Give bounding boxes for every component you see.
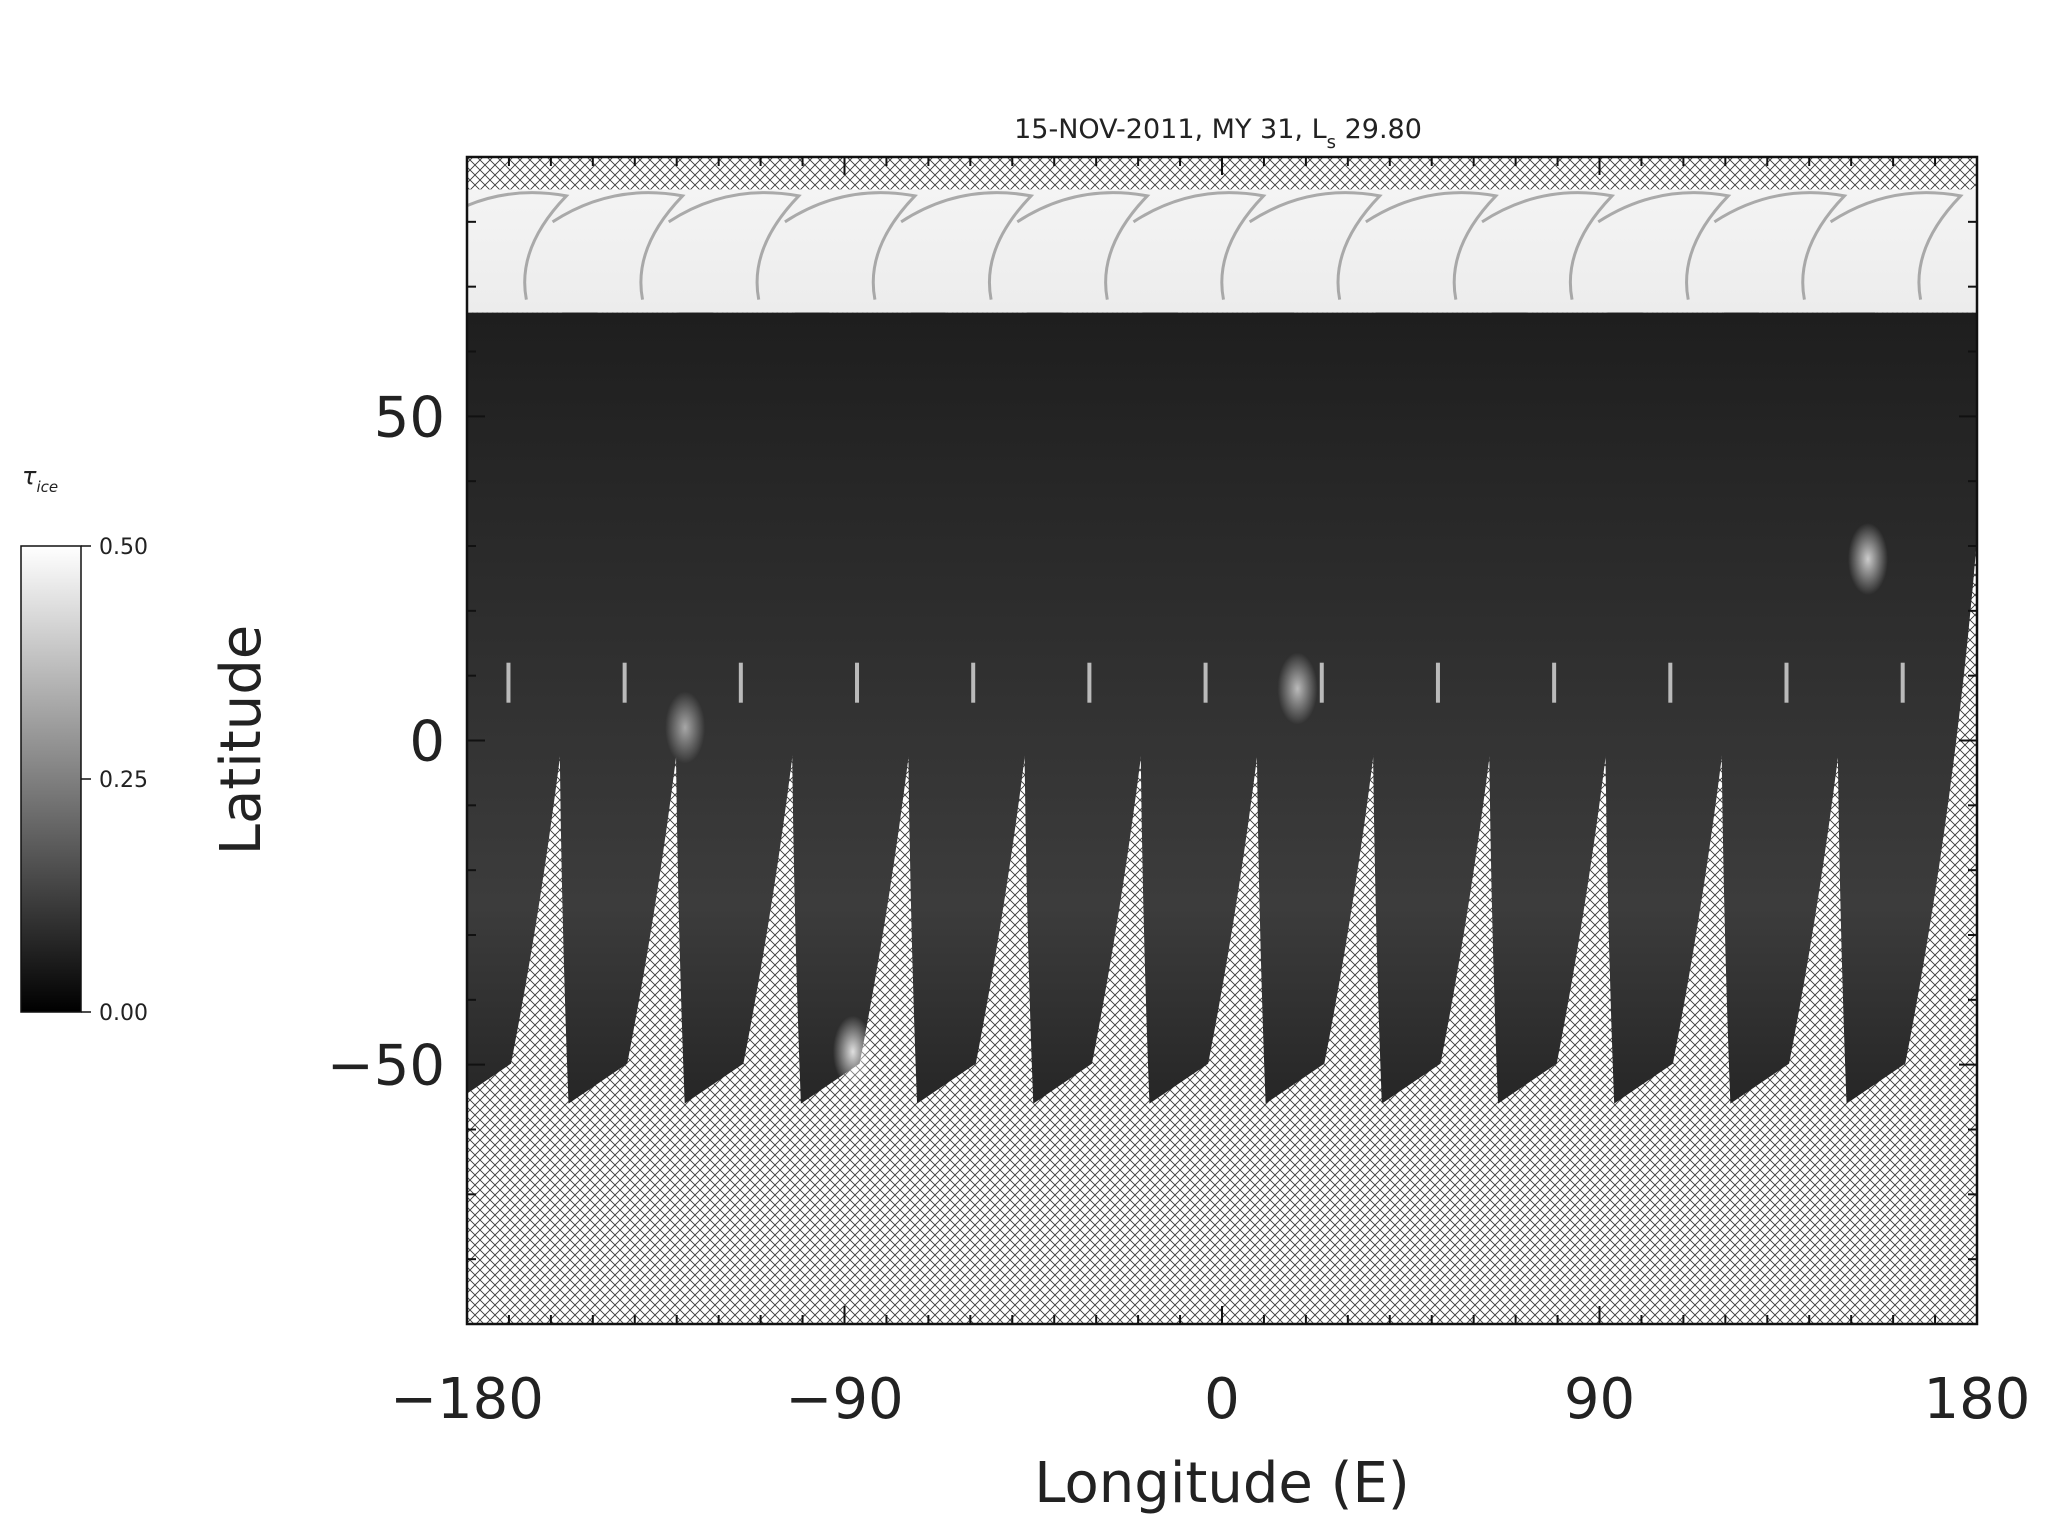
- swath-streak: [1087, 662, 1092, 703]
- swath: [1372, 312, 1527, 1104]
- ice-cloud-feature: [1277, 652, 1318, 725]
- swath-streak: [738, 662, 743, 703]
- colorbar-label-subscript: ice: [36, 478, 58, 496]
- x-tick-label: 90: [1564, 1367, 1635, 1432]
- swath: [1836, 312, 1977, 1104]
- y-axis-label: Latitude: [209, 625, 274, 855]
- swath-streak: [1435, 662, 1440, 703]
- swath: [1488, 312, 1643, 1104]
- hood-arc: [1132, 191, 1267, 300]
- hood-arc: [1016, 191, 1151, 300]
- colorbar-gradient: [20, 545, 82, 1013]
- x-tick-labels: −180 −90 0 90 180: [390, 1367, 2030, 1432]
- swath-streak: [1319, 662, 1324, 703]
- colorbar-tick-label: 0.25: [99, 768, 148, 793]
- swath: [1023, 312, 1178, 1104]
- swath-streak: [1784, 662, 1789, 703]
- y-tick-label: 0: [409, 710, 445, 775]
- swath: [907, 312, 1062, 1104]
- swath: [1604, 312, 1759, 1104]
- hood-arc: [467, 191, 570, 300]
- swath: [1720, 312, 1876, 1104]
- swath: [1256, 312, 1411, 1104]
- ice-cloud-feature: [832, 1015, 873, 1088]
- swath: [1139, 312, 1295, 1104]
- x-tick-label: −90: [785, 1367, 903, 1432]
- colorbar-label-symbol: τ: [22, 462, 37, 490]
- hood-arc: [1481, 191, 1616, 300]
- chart-title-main: 15-NOV-2011, MY 31, L: [1014, 114, 1327, 145]
- hood-arc: [900, 191, 1035, 300]
- swath-streak: [1668, 662, 1673, 703]
- colorbar-ticks: 0.00 0.25 0.50: [81, 535, 148, 1026]
- x-axis-label: Longitude (E): [1034, 1451, 1409, 1516]
- swath: [791, 312, 946, 1104]
- ice-cloud-feature: [665, 691, 706, 764]
- colorbar-tick-label: 0.00: [99, 1001, 148, 1026]
- colorbar-tick-label: 0.50: [99, 535, 148, 560]
- hood-arc: [1597, 191, 1732, 300]
- chart-title: 15-NOV-2011, MY 31, Ls 29.80: [1014, 114, 1422, 153]
- chart-title-suffix: 29.80: [1336, 114, 1422, 145]
- ice-cloud-feature: [1847, 522, 1888, 595]
- swath-streak: [1900, 662, 1905, 703]
- x-tick-label: −180: [390, 1367, 544, 1432]
- swath: [675, 312, 830, 1104]
- colorbar-label: τice: [22, 462, 58, 496]
- x-tick-label: 180: [1924, 1367, 2031, 1432]
- hood-arc: [1713, 191, 1848, 300]
- hood-arc: [667, 191, 802, 300]
- swath-streak: [855, 662, 860, 703]
- y-tick-label: −50: [327, 1034, 445, 1099]
- colorbar: τice 0.00 0.25 0.50: [20, 462, 148, 1026]
- hood-arc: [551, 191, 686, 300]
- x-tick-label: 0: [1204, 1367, 1240, 1432]
- y-tick-labels: −50 0 50: [327, 385, 445, 1098]
- y-tick-label: 50: [374, 385, 445, 450]
- plot-area: [465, 155, 1979, 1326]
- swath-streak: [622, 662, 627, 703]
- swath-streak: [506, 662, 511, 703]
- data-layer: [467, 189, 1977, 1104]
- swath-streak: [1203, 662, 1208, 703]
- swath-streak: [971, 662, 976, 703]
- swath: [558, 312, 714, 1104]
- hood-arc: [1248, 191, 1383, 300]
- hood-arc: [1365, 191, 1499, 300]
- hood-arc: [784, 191, 918, 300]
- chart-title-subscript: s: [1327, 132, 1336, 153]
- swath-streak: [1552, 662, 1557, 703]
- axis-ticks: [466, 156, 1978, 1325]
- hood-arc: [1829, 191, 1964, 300]
